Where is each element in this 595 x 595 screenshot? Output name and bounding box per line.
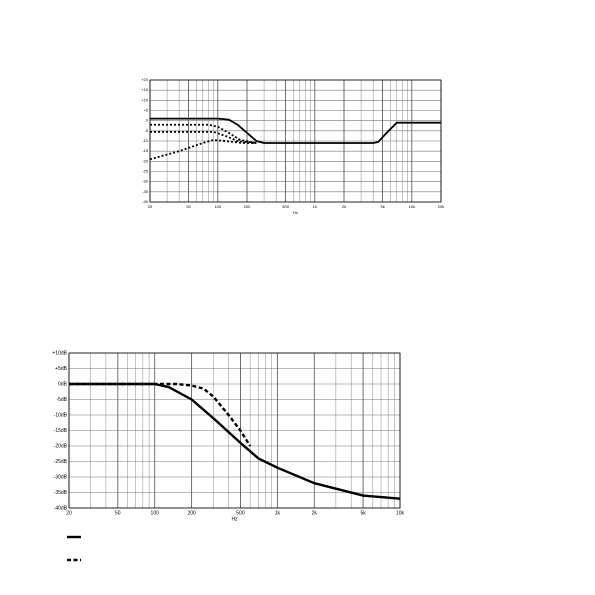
- y-tick-label: -15: [142, 148, 149, 153]
- x-tick-label: 20: [66, 510, 72, 516]
- x-tick-label: 10k: [409, 204, 415, 209]
- plot-frame: [149, 79, 442, 203]
- y-tick-label: -15dB: [54, 428, 68, 434]
- x-tick-label: 5k: [380, 204, 384, 209]
- y-tick-label: +20: [141, 77, 149, 82]
- y-tick-label: -35dB: [54, 490, 68, 496]
- y-tick-label: -5dB: [56, 397, 67, 403]
- y-tick-label: -40dB: [54, 505, 68, 511]
- y-tick-label: -25dB: [54, 459, 68, 465]
- y-tick-label: +5: [143, 108, 148, 113]
- series-line: [69, 382, 401, 500]
- y-tick-label: -10: [142, 138, 149, 143]
- x-tick-label: 20: [148, 204, 153, 209]
- plot-frame: [68, 352, 401, 509]
- x-tick-label: 2k: [342, 204, 346, 209]
- y-tick-label: -5: [144, 128, 148, 133]
- x-tick-label: 200: [244, 204, 251, 209]
- y-tick-label: -40: [142, 199, 149, 204]
- x-tick-label: 20k: [438, 204, 444, 209]
- y-tick-label: -30: [142, 179, 149, 184]
- y-tick-label: +10: [141, 97, 149, 102]
- series-line: [150, 123, 257, 144]
- x-tick-label: 500: [282, 204, 289, 209]
- y-tick-label: -35: [142, 189, 149, 194]
- y-tick-label: 0dB: [58, 381, 68, 387]
- series-line: [150, 117, 441, 144]
- y-tick-label: -30dB: [54, 474, 68, 480]
- x-tick-label: 5k: [360, 510, 366, 516]
- y-tick-label: +15: [141, 87, 149, 92]
- y-tick-label: 0: [146, 118, 149, 123]
- x-tick-label: 50: [186, 204, 191, 209]
- x-tick-label: 50: [115, 510, 121, 516]
- x-tick-label: 2k: [312, 510, 318, 516]
- series-line: [149, 139, 257, 161]
- x-axis-label: Hz: [293, 210, 298, 215]
- x-tick-label: 100: [151, 510, 160, 516]
- x-tick-label: 10k: [396, 510, 405, 516]
- y-tick-label: +10dB: [52, 350, 67, 356]
- x-tick-label: 100: [214, 204, 221, 209]
- x-tick-label: 1k: [313, 204, 317, 209]
- x-tick-label: 500: [236, 510, 245, 516]
- y-tick-label: +5dB: [55, 366, 67, 372]
- y-tick-label: -10dB: [54, 412, 68, 418]
- x-axis-label: Hz: [231, 516, 238, 522]
- y-tick-label: -20dB: [54, 443, 68, 449]
- series-line: [150, 130, 257, 144]
- y-tick-label: -20: [142, 158, 149, 163]
- x-tick-label: 200: [187, 510, 196, 516]
- x-tick-label: 1k: [275, 510, 281, 516]
- y-tick-label: -25: [142, 169, 149, 174]
